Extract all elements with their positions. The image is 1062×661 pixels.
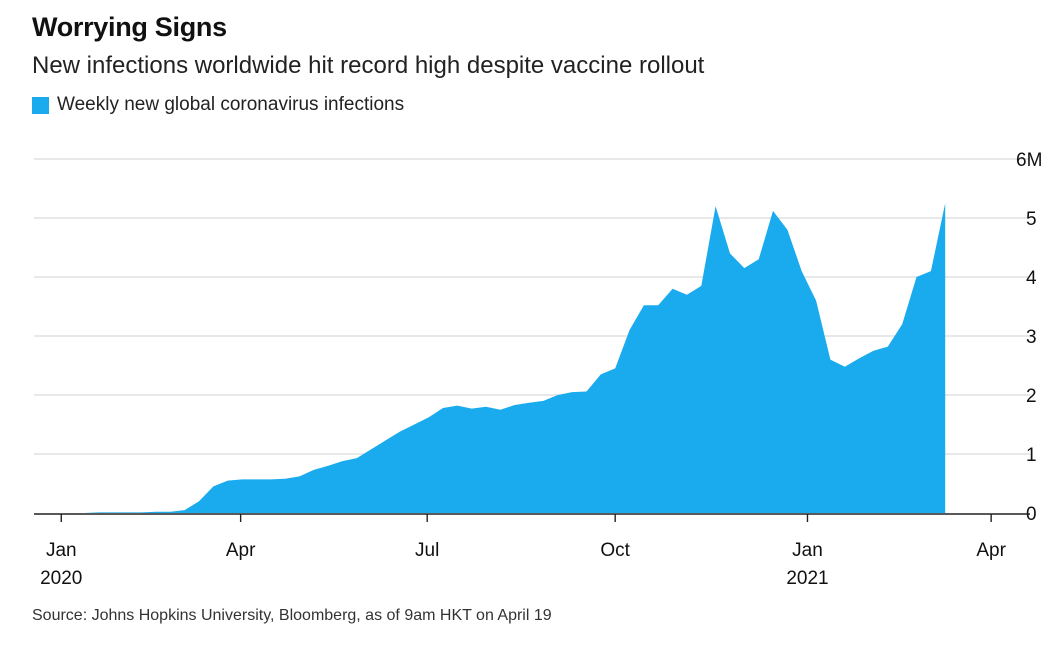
y-tick-label-6: 6M	[1016, 150, 1042, 171]
x-tick-label-0: Jan	[46, 540, 77, 561]
y-tick-label-4: 4	[1026, 268, 1037, 289]
y-tick-label-0: 0	[1026, 504, 1037, 525]
x-tick-label-2: Jul	[415, 540, 439, 561]
chart-subtitle: New infections worldwide hit record high…	[32, 52, 705, 79]
y-tick-label-5: 5	[1026, 209, 1037, 230]
y-tick-label-2: 2	[1026, 386, 1037, 407]
source-note: Source: Johns Hopkins University, Bloomb…	[32, 607, 552, 624]
x-tick-label-3: Oct	[600, 540, 630, 561]
series-area	[55, 203, 946, 514]
x-tick-label-5: Apr	[976, 540, 1006, 561]
legend-label: Weekly new global coronavirus infections	[57, 94, 405, 115]
y-tick-label-1: 1	[1026, 445, 1037, 466]
x-tick-sublabel-4: 2021	[786, 568, 828, 589]
x-tick-sublabel-0: 2020	[40, 568, 82, 589]
chart-title: Worrying Signs	[32, 12, 227, 42]
x-tick-label-4: Jan	[792, 540, 823, 561]
x-tick-label-1: Apr	[226, 540, 256, 561]
y-tick-label-3: 3	[1026, 327, 1037, 348]
legend: Weekly new global coronavirus infections	[32, 94, 404, 116]
legend-swatch	[32, 96, 49, 114]
